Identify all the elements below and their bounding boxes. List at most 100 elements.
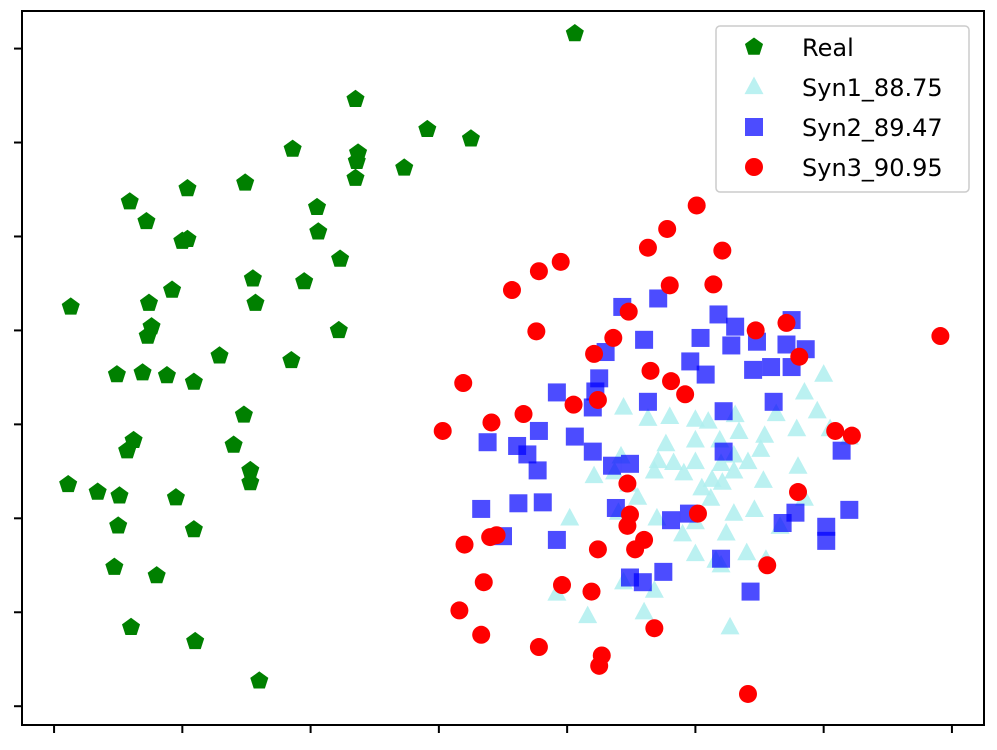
point-series-3-5 — [704, 275, 723, 294]
y-axis-ticks — [14, 47, 22, 708]
point-series-2-19 — [764, 392, 783, 411]
point-series-2-46 — [712, 549, 731, 568]
point-series-2-24 — [565, 427, 584, 446]
point-series-3-25 — [433, 421, 452, 440]
point-series-0-31 — [157, 366, 176, 384]
point-series-0-48 — [186, 631, 205, 650]
point-series-3-42 — [472, 625, 491, 644]
point-series-1-45 — [673, 523, 693, 542]
point-series-1-1 — [794, 381, 814, 400]
point-series-3-6 — [502, 281, 521, 300]
point-series-2-25 — [583, 442, 602, 461]
point-series-1-35 — [753, 470, 773, 488]
point-series-3-29 — [618, 474, 637, 493]
point-series-3-1 — [658, 219, 677, 238]
point-series-1-54 — [644, 580, 664, 598]
point-series-0-49 — [250, 671, 269, 689]
point-series-3-10 — [931, 327, 950, 346]
point-series-2-5 — [635, 330, 654, 349]
point-series-0-17 — [331, 249, 350, 267]
point-series-2-9 — [777, 335, 796, 354]
point-series-1-26 — [788, 456, 808, 474]
point-series-0-47 — [121, 617, 141, 635]
plot-frame — [21, 10, 985, 726]
point-series-0-3 — [461, 129, 480, 147]
point-series-1-33 — [692, 477, 712, 496]
point-series-3-0 — [687, 196, 706, 215]
legend: Real Syn1_88.75 Syn2_89.47 Syn3_90.95 — [715, 25, 970, 193]
point-series-2-43 — [817, 531, 836, 550]
point-series-0-24 — [329, 320, 348, 339]
point-series-3-34 — [626, 540, 645, 559]
point-series-0-38 — [241, 473, 260, 491]
point-series-3-19 — [662, 372, 681, 391]
point-series-2-16 — [547, 383, 566, 402]
point-series-0-15 — [173, 231, 192, 249]
point-series-3-12 — [777, 313, 796, 332]
series-3 — [433, 196, 950, 703]
point-series-3-35 — [455, 535, 474, 554]
point-series-3-17 — [641, 361, 660, 380]
point-series-0-45 — [105, 557, 124, 575]
point-series-2-6 — [691, 328, 710, 347]
point-series-0-19 — [295, 272, 314, 290]
point-series-0-12 — [307, 197, 327, 216]
point-series-1-25 — [738, 451, 758, 470]
legend-marker-2 — [745, 118, 763, 136]
point-series-2-30 — [620, 454, 639, 473]
point-series-1-51 — [737, 542, 757, 561]
point-series-3-48 — [738, 684, 757, 703]
point-series-0-23 — [246, 293, 265, 311]
point-series-3-32 — [688, 504, 707, 523]
point-series-0-2 — [418, 119, 437, 138]
point-series-2-36 — [472, 499, 491, 518]
point-series-1-22 — [664, 452, 684, 471]
point-series-3-15 — [585, 344, 604, 363]
point-series-1-49 — [685, 543, 705, 562]
point-series-1-30 — [674, 462, 694, 481]
point-series-1-57 — [720, 616, 740, 635]
point-series-1-29 — [724, 460, 744, 479]
point-series-1-43 — [560, 507, 580, 526]
point-series-2-32 — [603, 456, 622, 475]
legend-label-2: Syn2_89.47 — [802, 114, 943, 142]
point-series-0-11 — [120, 192, 139, 210]
point-series-3-44 — [645, 619, 664, 638]
point-series-0-36 — [224, 435, 243, 453]
point-series-1-2 — [807, 400, 827, 419]
point-series-2-18 — [714, 402, 733, 421]
point-series-3-27 — [842, 426, 861, 445]
point-series-1-23 — [685, 451, 705, 470]
point-series-3-23 — [514, 405, 533, 424]
point-series-2-50 — [741, 582, 760, 601]
point-series-1-9 — [685, 409, 705, 427]
point-series-3-24 — [482, 413, 501, 432]
point-series-3-37 — [588, 540, 607, 559]
point-series-2-17 — [638, 392, 657, 411]
point-series-1-46 — [716, 522, 736, 541]
point-series-0-22 — [139, 293, 159, 311]
point-series-2-37 — [509, 494, 528, 513]
point-series-1-37 — [628, 487, 648, 505]
point-series-3-28 — [789, 483, 808, 502]
point-series-0-39 — [59, 474, 78, 493]
point-series-0-44 — [184, 520, 203, 538]
point-series-0-18 — [243, 269, 262, 287]
point-series-1-36 — [584, 465, 604, 484]
point-series-0-8 — [346, 168, 365, 186]
point-series-1-38 — [701, 488, 721, 506]
point-series-1-41 — [724, 503, 744, 521]
x-axis-ticks — [53, 725, 953, 733]
point-series-1-15 — [656, 433, 676, 452]
point-series-1-42 — [744, 499, 764, 517]
point-series-3-9 — [619, 302, 638, 321]
legend-box — [715, 25, 970, 193]
point-series-0-35 — [118, 441, 137, 459]
legend-marker-1 — [744, 76, 764, 95]
point-series-2-7 — [722, 336, 741, 355]
point-series-1-12 — [614, 397, 634, 415]
point-series-0-9 — [236, 173, 255, 191]
point-series-0-42 — [166, 488, 185, 506]
